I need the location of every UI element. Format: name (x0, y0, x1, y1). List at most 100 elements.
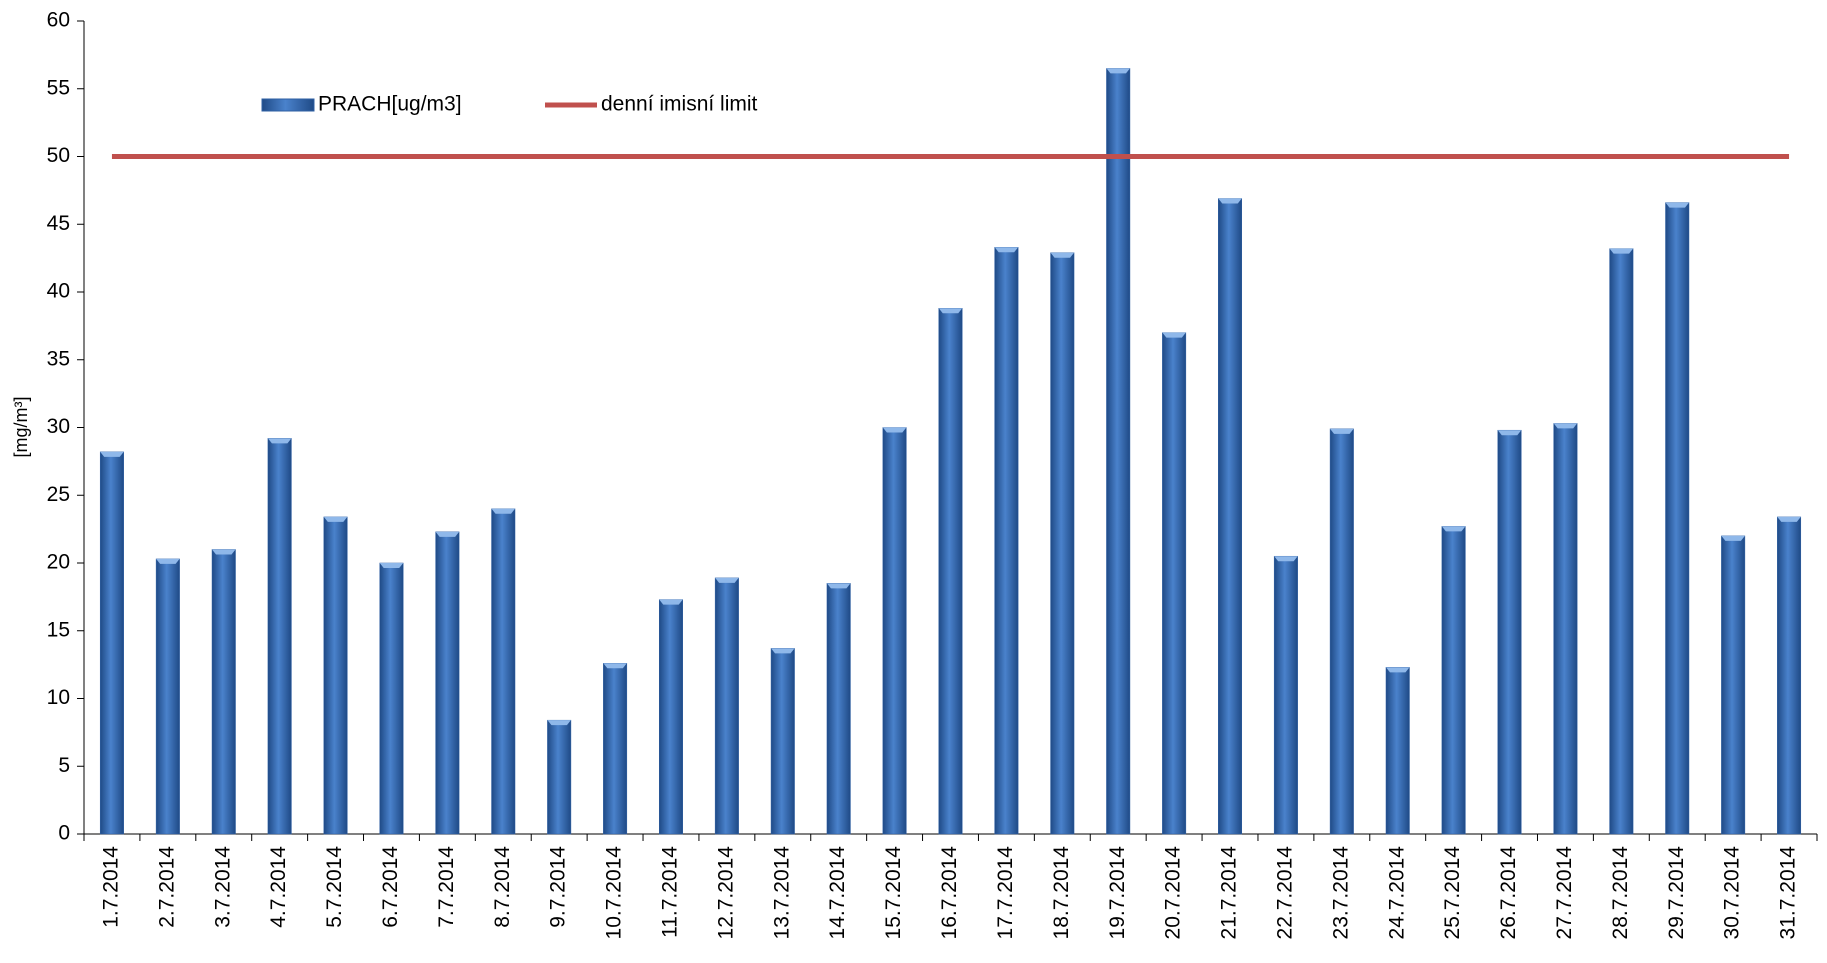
x-tick-label: 10.7.2014 (603, 846, 626, 940)
y-tick-label: 5 (58, 754, 70, 777)
bar-cap (1385, 667, 1410, 673)
bar (1050, 252, 1075, 835)
bar (267, 438, 292, 835)
x-tick-label: 27.7.2014 (1553, 846, 1576, 940)
bar (1721, 535, 1746, 835)
x-tick-label: 25.7.2014 (1441, 846, 1464, 940)
bar (994, 247, 1019, 835)
x-tick-label: 17.7.2014 (994, 846, 1017, 940)
bar (1385, 667, 1410, 835)
x-tick-label: 23.7.2014 (1329, 846, 1352, 940)
bar-cap (435, 531, 460, 537)
bar (770, 648, 795, 835)
bar (379, 562, 404, 835)
bar (491, 508, 516, 835)
x-tick-label: 18.7.2014 (1050, 846, 1073, 940)
x-tick-label: 31.7.2014 (1777, 846, 1800, 940)
bar-cap (1162, 332, 1186, 338)
bar-cap (491, 508, 516, 514)
x-tick-label: 13.7.2014 (770, 846, 793, 940)
bar-cap (1665, 202, 1689, 208)
bar-cap (1330, 428, 1354, 434)
bar (1218, 198, 1243, 835)
x-tick-label: 15.7.2014 (882, 846, 905, 940)
bar (155, 558, 180, 835)
bar-cap (547, 720, 571, 726)
bar (547, 719, 572, 835)
x-tick-label: 8.7.2014 (491, 846, 514, 928)
y-tick-label: 35 (47, 347, 70, 370)
bar (1106, 68, 1131, 835)
legend-label: PRACH[ug/m3] (318, 93, 462, 116)
bar-cap (379, 563, 404, 568)
bar-cap (1274, 556, 1298, 562)
x-tick-label: 21.7.2014 (1218, 846, 1241, 940)
bar (1441, 526, 1466, 835)
bar-cap (882, 427, 907, 433)
bar-cap (1497, 430, 1522, 436)
x-tick-label: 12.7.2014 (714, 846, 737, 940)
x-tick-label: 30.7.2014 (1721, 846, 1744, 940)
x-tick-label: 5.7.2014 (323, 846, 346, 928)
bar (1609, 248, 1634, 835)
x-tick-label: 3.7.2014 (211, 846, 234, 928)
x-tick-label: 1.7.2014 (99, 846, 122, 928)
bar-cap (1777, 516, 1801, 522)
x-tick-label: 28.7.2014 (1609, 846, 1632, 940)
y-tick-label: 0 (58, 822, 70, 845)
y-tick-label: 15 (47, 618, 70, 641)
bar (882, 427, 907, 835)
bar-cap (994, 247, 1019, 253)
bar (938, 308, 963, 835)
x-tick-label: 6.7.2014 (379, 846, 402, 928)
x-tick-label: 22.7.2014 (1273, 846, 1296, 940)
x-tick-label: 24.7.2014 (1385, 846, 1408, 940)
bar-cap (1441, 526, 1466, 532)
x-tick-label: 11.7.2014 (659, 846, 682, 938)
bar (1273, 555, 1298, 835)
bar-cap (1721, 535, 1745, 541)
y-axis-label: [mg/m³] (11, 397, 31, 458)
bar-cap (323, 516, 348, 522)
bar (435, 531, 460, 835)
bar-cap (938, 308, 963, 314)
x-tick-label: 7.7.2014 (435, 846, 458, 928)
bar (1329, 428, 1354, 835)
bar (826, 583, 851, 835)
x-tick-label: 20.7.2014 (1162, 846, 1185, 940)
bar-cap (1218, 198, 1242, 204)
bar-cap (603, 663, 627, 669)
y-tick-label: 50 (47, 144, 70, 167)
y-tick-label: 40 (47, 280, 70, 303)
bar (1553, 423, 1578, 835)
bar (658, 599, 683, 835)
bar-cap (100, 451, 124, 457)
bar-cap (771, 648, 795, 654)
bar (323, 516, 348, 835)
x-tick-label: 29.7.2014 (1665, 846, 1688, 940)
x-tick-label: 2.7.2014 (155, 846, 178, 928)
bar-cap (1553, 423, 1578, 429)
bar-cap (1609, 248, 1634, 254)
y-tick-label: 10 (47, 686, 70, 709)
bar (99, 451, 124, 835)
y-tick-label: 60 (47, 9, 70, 32)
bar-cap (1050, 252, 1075, 258)
x-tick-label: 26.7.2014 (1497, 846, 1520, 940)
y-tick-label: 20 (47, 551, 70, 574)
bar-cap (267, 438, 292, 444)
y-tick-label: 45 (47, 212, 70, 235)
bar-cap (715, 577, 739, 583)
bar (211, 549, 236, 835)
bar (714, 577, 739, 835)
bar-cap (659, 599, 683, 605)
x-tick-label: 9.7.2014 (547, 846, 570, 928)
bar-cap (212, 549, 236, 555)
bar-cap (826, 583, 851, 589)
bar (603, 663, 628, 835)
x-tick-label: 14.7.2014 (826, 846, 849, 940)
bar (1162, 332, 1187, 835)
bar (1497, 429, 1522, 835)
y-tick-label: 25 (47, 483, 70, 506)
